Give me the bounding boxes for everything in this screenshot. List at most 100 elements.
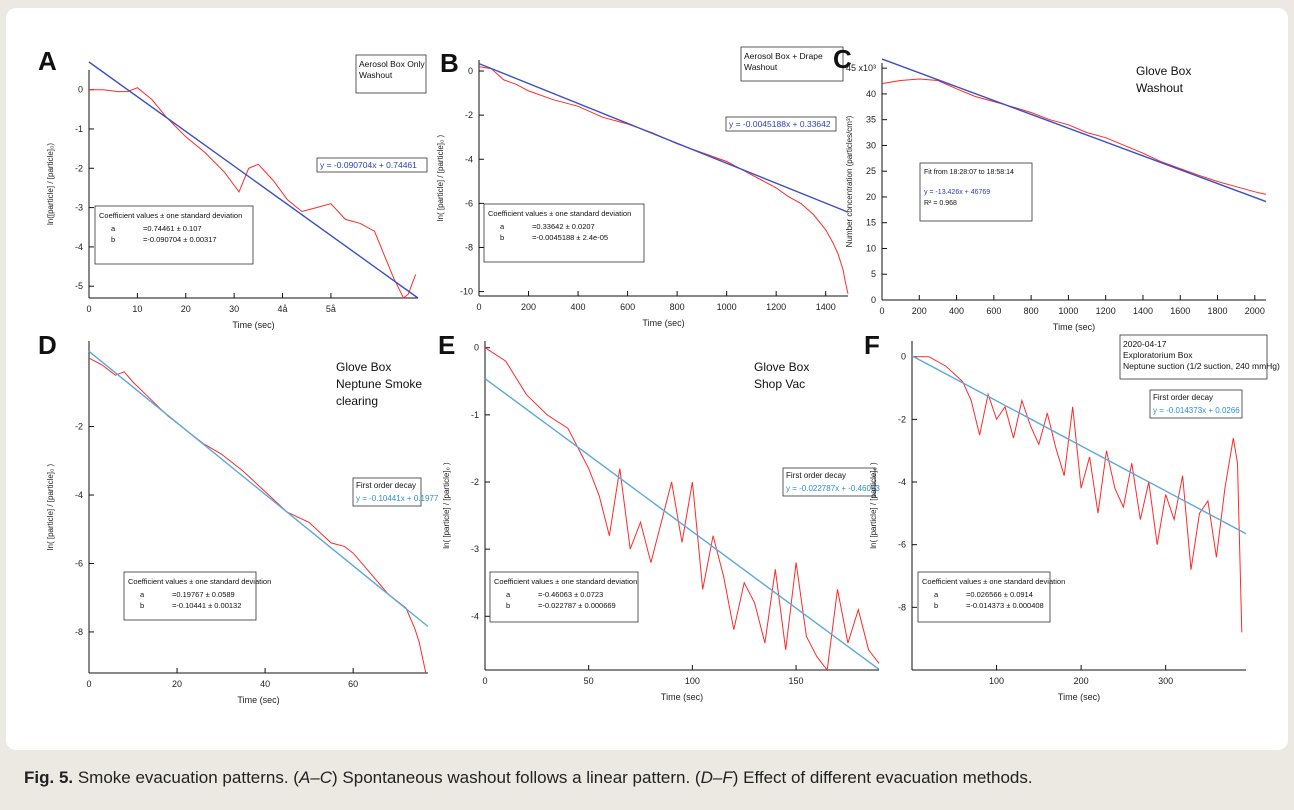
fit-info-box [1149, 389, 1243, 419]
coefficient-name: b [140, 601, 144, 610]
x-tick-label: 50 [584, 676, 594, 686]
coefficient-value: =-0.090704 ± 0.00317 [143, 235, 217, 244]
coefficient-header: Coefficient values ± one standard deviat… [99, 211, 242, 220]
data-series-line [912, 356, 1243, 633]
y-tick-label: -6 [898, 540, 906, 550]
coefficient-name: b [934, 601, 938, 610]
y-tick-label: -1 [471, 410, 479, 420]
y-tick-label: 5 [871, 269, 876, 279]
fit-info-box [352, 477, 422, 507]
data-series-line [484, 347, 880, 672]
caption-italic-2: D–F [700, 768, 733, 787]
coefficient-header: Coefficient values ± one standard deviat… [494, 577, 637, 586]
x-tick-label: 300 [1158, 676, 1173, 686]
y-axis-label: ln( [particle] / [particle]₀ ) [869, 462, 878, 549]
y-tick-label: -4 [465, 154, 473, 164]
panel-annotation: Shop Vac [754, 377, 805, 391]
fit-line [484, 378, 880, 670]
coefficient-value: =-0.014373 ± 0.000408 [966, 601, 1044, 610]
x-tick-label: 20 [181, 304, 191, 314]
x-tick-label: 40 [260, 679, 270, 689]
x-axis-label: Time (sec) [1053, 322, 1095, 332]
y-tick-label: 20 [866, 192, 876, 202]
panel-letter: A [38, 46, 57, 76]
fit-info-box [782, 467, 876, 497]
y-tick-label: 0 [468, 66, 473, 76]
fit-title: First order decay [1153, 393, 1213, 402]
panel-annotation: Glove Box [754, 360, 809, 374]
figure-caption: Fig. 5. Smoke evacuation patterns. (A–C)… [24, 768, 1274, 788]
y-axis-label: ln( [particle] / [particle]₀ ) [442, 462, 451, 549]
panel-annotation: Glove Box [1136, 64, 1191, 78]
caption-label: Fig. 5. [24, 768, 74, 787]
y-tick-label: -6 [465, 198, 473, 208]
r-squared-label: R² = 0.7626 [6, 8, 49, 10]
x-axis-label: Time (sec) [237, 695, 279, 705]
fit-info-box [725, 116, 837, 132]
y-tick-label: -4 [898, 477, 906, 487]
x-tick-label: 600 [986, 306, 1001, 316]
coefficient-value: =0.026566 ± 0.0914 [966, 590, 1033, 599]
panel-annotation: Washout [359, 70, 393, 80]
fit-line [911, 355, 1247, 535]
coefficient-box [123, 571, 257, 621]
x-tick-label: 2000 [1245, 306, 1265, 316]
x-tick-label: 1800 [1208, 306, 1228, 316]
caption-text-1: Smoke evacuation patterns. ( [73, 768, 299, 787]
panel-annotation: Washout [744, 62, 778, 72]
fit-equation: y = -0.014373x + 0.0266 [1153, 406, 1240, 415]
panel-annotation: clearing [336, 394, 378, 408]
y-tick-label: -8 [75, 627, 83, 637]
x-tick-label: 0 [476, 302, 481, 312]
panel-annotation: Aerosol Box Only [359, 59, 425, 69]
y-tick-label: -8 [898, 602, 906, 612]
fit-line [881, 58, 1267, 203]
x-tick-label: 60 [348, 679, 358, 689]
data-series-line [881, 78, 1267, 195]
x-axis-label: Time (sec) [232, 320, 274, 330]
fit-line [88, 61, 419, 299]
coefficient-value: =-0.46063 ± 0.0723 [538, 590, 603, 599]
coefficient-value: =-0.0045188 ± 2.4e-05 [532, 233, 608, 242]
y-tick-label: -2 [75, 163, 83, 173]
panel-letter: D [38, 330, 57, 360]
y-axis-label: Number concentration (particles/cm³) [845, 115, 854, 247]
caption-text-3: ) Effect of different evacuation methods… [732, 768, 1033, 787]
x-tick-label: 0 [482, 676, 487, 686]
fit-equation: y = -0.0045188x + 0.33642 [729, 119, 831, 129]
coefficient-box [489, 571, 639, 623]
fit-info-box [316, 157, 428, 173]
x-tick-label: 30 [229, 304, 239, 314]
y-tick-label: -2 [465, 110, 473, 120]
panel-annotation: Glove Box [336, 360, 391, 374]
fit-line [478, 62, 849, 213]
coefficient-header: Coefficient values ± one standard deviat… [488, 209, 631, 218]
y-tick-label: 15 [866, 218, 876, 228]
y-tick-label: -6 [75, 558, 83, 568]
coefficient-name: a [140, 590, 145, 599]
y-tick-label: -5 [75, 281, 83, 291]
panel-letter: E [438, 330, 455, 360]
x-tick-label: 5å [326, 304, 336, 314]
y-tick-label: 30 [866, 140, 876, 150]
x-tick-label: 1000 [717, 302, 737, 312]
x-tick-label: 10 [132, 304, 142, 314]
data-series-line [89, 87, 417, 299]
fit-title: First order decay [786, 471, 846, 480]
coefficient-name: b [500, 233, 504, 242]
coefficient-box [483, 203, 645, 263]
caption-italic-1: A–C [298, 768, 333, 787]
y-tick-label: -4 [75, 490, 83, 500]
coefficient-value: =-0.022787 ± 0.000669 [538, 601, 616, 610]
x-tick-label: 200 [912, 306, 927, 316]
x-tick-label: 4å [278, 304, 288, 314]
x-tick-label: 1200 [766, 302, 786, 312]
x-tick-label: 0 [86, 304, 91, 314]
y-tick-label: -4 [471, 611, 479, 621]
figure-panel: A 0 10 20 30 4å 5å 0 -1 -2 -3 -4 -5 Time (sec) ln([par… [6, 1, 1288, 750]
fit-line [88, 350, 429, 628]
data-series-line [478, 66, 849, 294]
x-tick-label: 200 [1074, 676, 1089, 686]
x-axis-label: Time (sec) [661, 692, 703, 702]
